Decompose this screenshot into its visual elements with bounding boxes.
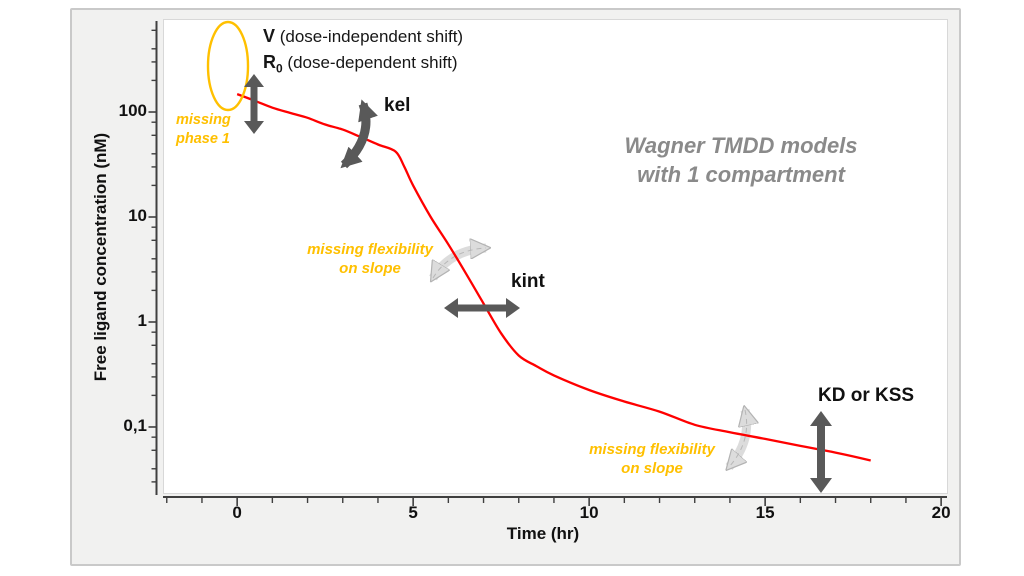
kd-kss-arrow	[810, 411, 832, 493]
v-annotation: V (dose-independent shift)	[263, 26, 463, 47]
concentration-curve	[236, 93, 871, 462]
y-tick-label: 100	[118, 101, 147, 120]
slope-flexibility-arrow-lower	[729, 410, 747, 467]
kel-arrow	[340, 99, 378, 169]
kel-label: kel	[384, 95, 411, 116]
missing-flexibility-note-upper: missing flexibility on slope	[307, 241, 433, 277]
y-axis-title: Free ligand concentration (nM)	[91, 132, 110, 382]
y-tick-label: 0,1	[123, 415, 147, 435]
x-tick-label: 20	[931, 503, 951, 522]
missing-phase1-ellipse	[206, 20, 250, 112]
chart-title: Wagner TMDD models with 1 compartment	[624, 133, 858, 187]
v-description: (dose-independent shift)	[275, 27, 464, 46]
y-tick-label: 1	[137, 310, 147, 330]
y-tick-label: 10	[128, 206, 147, 225]
x-tick-label: 10	[579, 503, 599, 522]
kint-arrow	[444, 298, 520, 318]
r0-annotation: R0 (dose-dependent shift)	[263, 52, 458, 76]
kint-label: kint	[511, 271, 545, 292]
r0-symbol: R0	[263, 52, 283, 76]
x-axis-title: Time (hr)	[506, 524, 580, 543]
v-symbol: V	[263, 26, 276, 46]
x-tick-label: 0	[232, 503, 242, 522]
x-tick-label: 5	[408, 503, 418, 522]
axes	[148, 21, 947, 506]
r0-description: (dose-dependent shift)	[282, 53, 458, 72]
missing-flexibility-note-lower: missing flexibility on slope	[589, 441, 715, 477]
v-r0-shift-arrow	[244, 74, 264, 134]
missing-phase1-note: missing phase 1	[176, 112, 231, 147]
x-tick-label: 15	[755, 503, 775, 522]
kd-kss-label: KD or KSS	[818, 385, 915, 406]
plot-area	[163, 19, 948, 494]
